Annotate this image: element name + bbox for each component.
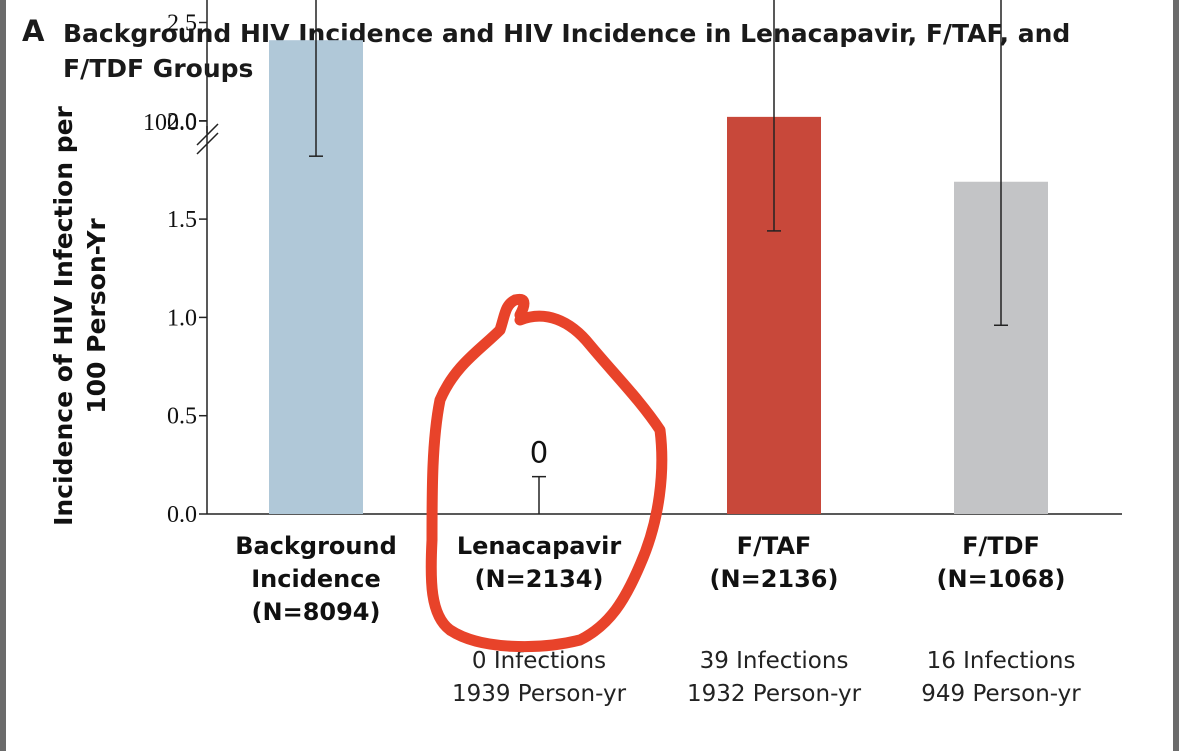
chart-title: Background HIV Incidence and HIV Inciden… bbox=[63, 19, 1071, 83]
highlight-circle-annotation bbox=[425, 293, 668, 653]
y-axis-label-line-2: 100 Person-Yr bbox=[82, 218, 111, 414]
axes: 100.00.00.51.01.52.02.53.03.5 bbox=[143, 0, 1122, 528]
category-label: Incidence bbox=[251, 565, 381, 593]
y-tick-label: 2.0 bbox=[167, 109, 197, 135]
y-tick-label: 1.5 bbox=[167, 207, 197, 233]
category-label: (N=1068) bbox=[937, 565, 1066, 593]
y-axis-label: Incidence of HIV Infection per 100 Person… bbox=[49, 105, 111, 525]
axis-break-mark bbox=[196, 123, 219, 146]
category-label: F/TAF bbox=[737, 532, 812, 560]
infections-note: 1939 Person-yr bbox=[452, 681, 627, 707]
category-label: Background bbox=[235, 532, 397, 560]
bars: 2.4102.021.69 bbox=[269, 0, 1048, 515]
y-tick-label: 1.0 bbox=[167, 305, 197, 331]
category-label: (N=2134) bbox=[475, 565, 604, 593]
y-tick-label-break: 100.0 bbox=[143, 110, 197, 136]
category-label: (N=8094) bbox=[252, 598, 381, 626]
infections-note: 16 Infections bbox=[927, 648, 1076, 674]
infections-note: 39 Infections bbox=[700, 648, 849, 674]
category-label: F/TDF bbox=[962, 532, 1040, 560]
category-label: (N=2136) bbox=[710, 565, 839, 593]
infections-note: 1932 Person-yr bbox=[687, 681, 862, 707]
category-label: Lenacapavir bbox=[457, 532, 622, 560]
infections-note: 949 Person-yr bbox=[921, 681, 1081, 707]
axis-break-mark bbox=[196, 132, 219, 155]
y-tick-label: 2.5 bbox=[167, 11, 197, 37]
y-axis-label-line-1: Incidence of HIV Infection per bbox=[49, 105, 78, 525]
y-tick-label: 0.0 bbox=[167, 502, 197, 528]
infections-note: 0 Infections bbox=[472, 648, 606, 674]
category-labels: Background Incidence (N=8094) Lenacapavir (N… bbox=[235, 532, 1081, 707]
y-tick-label: 0.5 bbox=[167, 404, 197, 430]
data-label: 0 bbox=[530, 436, 548, 470]
panel-letter: A bbox=[22, 14, 45, 48]
